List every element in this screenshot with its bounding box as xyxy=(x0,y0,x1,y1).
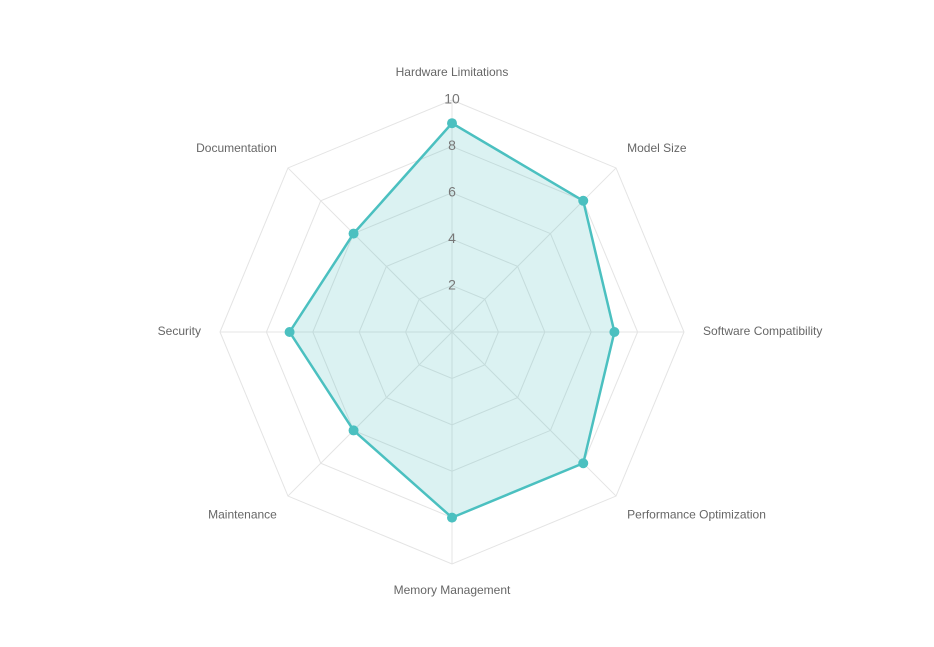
data-point xyxy=(447,118,457,129)
r-tick-label: 10 xyxy=(444,91,460,107)
category-label: Security xyxy=(158,324,201,338)
data-point xyxy=(348,228,359,239)
category-label: Hardware Limitations xyxy=(396,65,509,79)
category-label: Software Compatibility xyxy=(703,324,822,338)
data-point xyxy=(348,425,359,436)
category-label: Maintenance xyxy=(208,507,277,521)
spoke xyxy=(287,167,453,333)
data-point xyxy=(578,195,589,206)
data-point xyxy=(447,512,457,523)
r-tick-label: 4 xyxy=(448,230,456,246)
series-area xyxy=(288,121,616,520)
r-tick-label: 8 xyxy=(448,137,456,153)
r-tick-label: 2 xyxy=(448,276,456,292)
r-tick-label: 6 xyxy=(448,184,456,200)
category-label: Memory Management xyxy=(394,583,511,597)
category-label: Model Size xyxy=(627,141,687,155)
category-label: Performance Optimization xyxy=(627,507,766,521)
data-point xyxy=(284,327,295,337)
data-point xyxy=(609,327,620,337)
spoke xyxy=(451,167,617,333)
category-label: Documentation xyxy=(196,141,277,155)
spoke xyxy=(287,331,453,497)
spoke xyxy=(451,331,617,497)
data-point xyxy=(578,458,589,469)
